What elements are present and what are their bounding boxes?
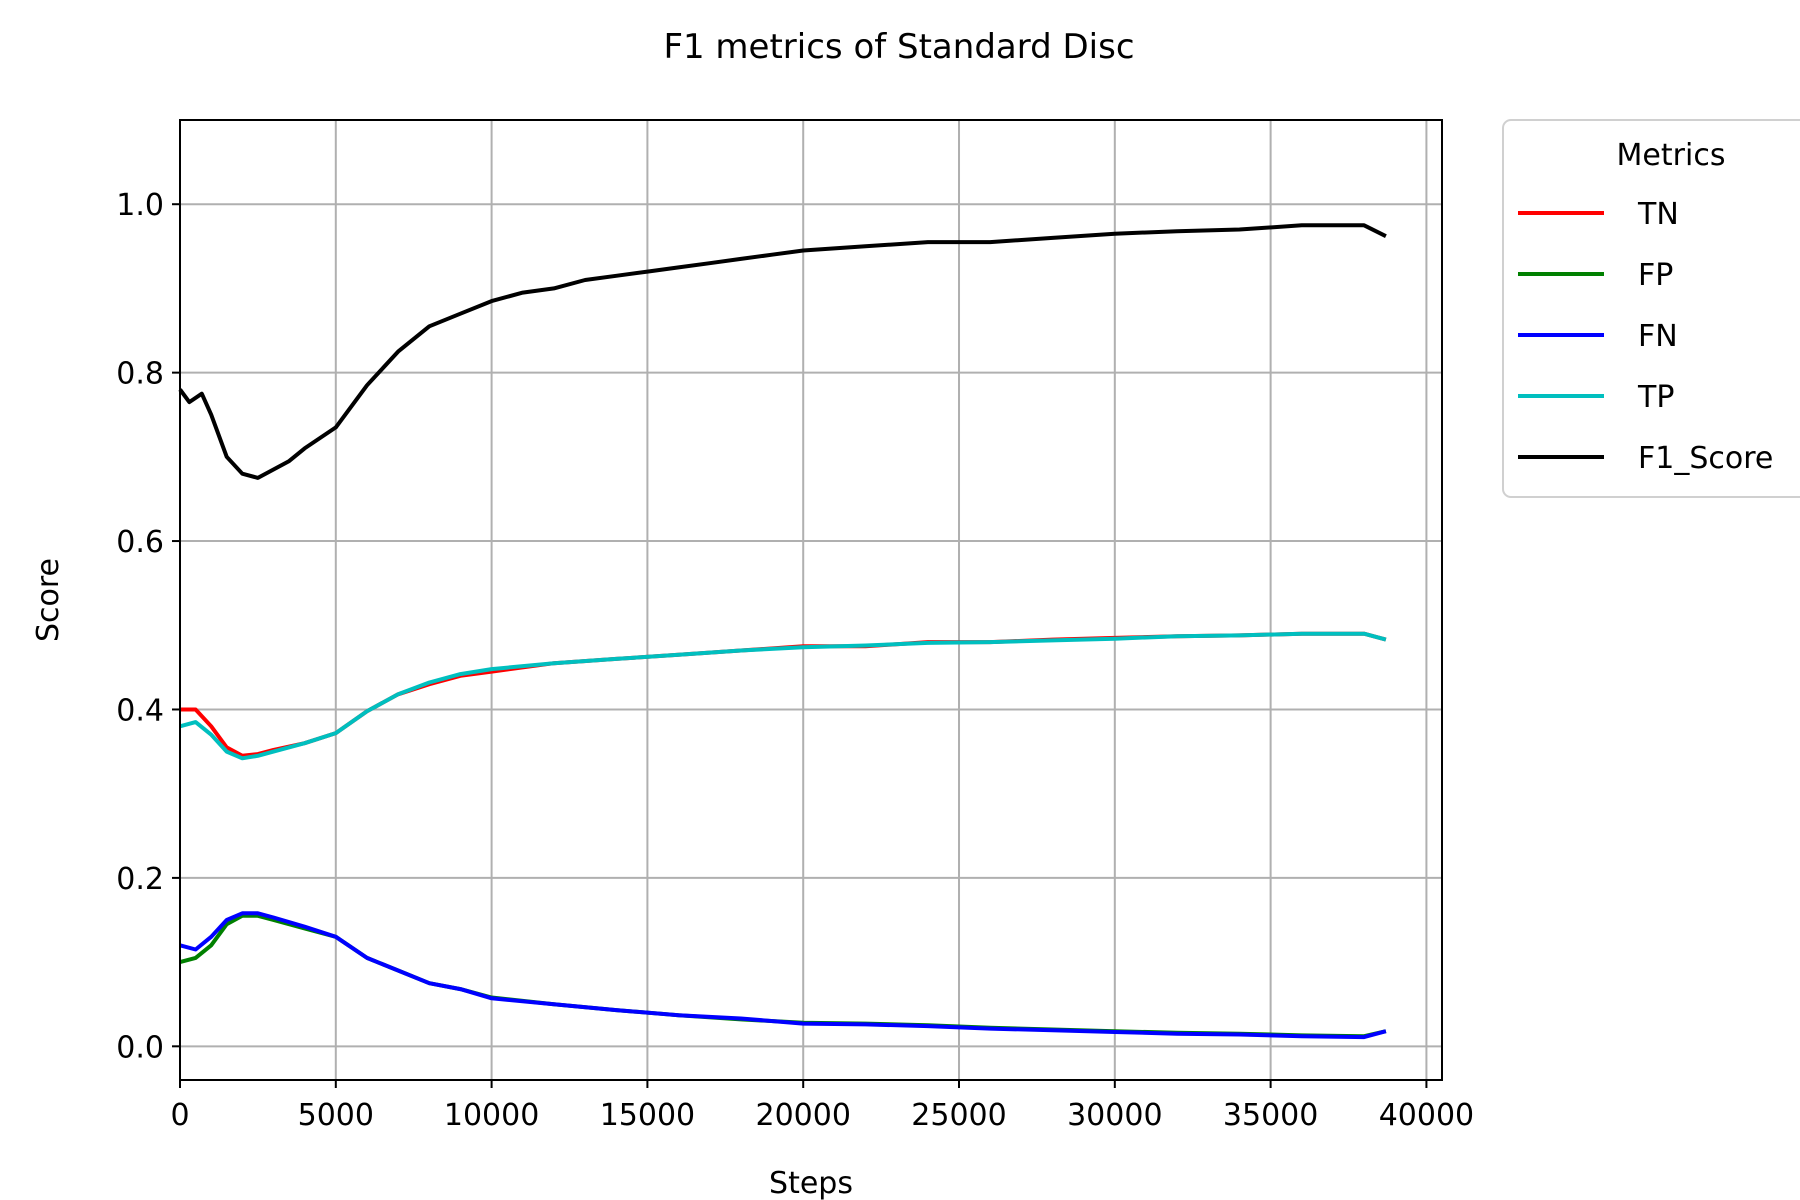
x-tick-label: 20000: [755, 1098, 850, 1133]
y-tick-label: 0.2: [116, 862, 164, 897]
x-tick-label: 25000: [911, 1098, 1006, 1133]
x-tick-label: 10000: [444, 1098, 539, 1133]
y-axis: 0.0 0.2 0.4 0.6 0.8 1.0: [116, 188, 180, 1065]
y-axis-label: Score: [31, 558, 66, 642]
legend: Metrics TN FP FN TP F1_Score: [1502, 119, 1800, 498]
legend-title: Metrics: [1617, 138, 1726, 173]
y-tick-label: 0.8: [116, 357, 164, 392]
legend-label: TP: [1637, 380, 1674, 415]
y-tick-label: 1.0: [116, 188, 164, 223]
grid-lines: [179, 120, 1442, 1080]
x-tick-label: 0: [170, 1098, 189, 1133]
y-tick-label: 0.6: [116, 525, 164, 560]
x-tick-label: 15000: [600, 1098, 695, 1133]
legend-label: TN: [1637, 197, 1679, 232]
x-tick-label: 5000: [298, 1098, 374, 1133]
y-tick-label: 0.0: [116, 1030, 164, 1065]
series-line-tp: [179, 631, 1387, 761]
x-axis-label: Steps: [769, 1166, 853, 1200]
legend-items: TN FP FN TP F1_Score: [1518, 197, 1773, 476]
y-tick-label: 0.4: [116, 693, 164, 728]
series-line-fn: [179, 911, 1387, 1040]
legend-label: FN: [1638, 319, 1678, 354]
series-line-f1-score: [178, 223, 1387, 480]
x-axis: 0 5000 10000 15000 20000 25000 30000 35000 40000: [170, 1080, 1474, 1133]
x-tick-label: 35000: [1223, 1098, 1318, 1133]
x-tick-label: 30000: [1067, 1098, 1162, 1133]
legend-label: FP: [1638, 258, 1673, 293]
legend-label: F1_Score: [1638, 441, 1773, 476]
x-tick-label: 40000: [1379, 1098, 1474, 1133]
chart-title: F1 metrics of Standard Disc: [663, 27, 1134, 67]
series-lines: [178, 223, 1387, 1040]
plot-frame: [179, 119, 1443, 1081]
